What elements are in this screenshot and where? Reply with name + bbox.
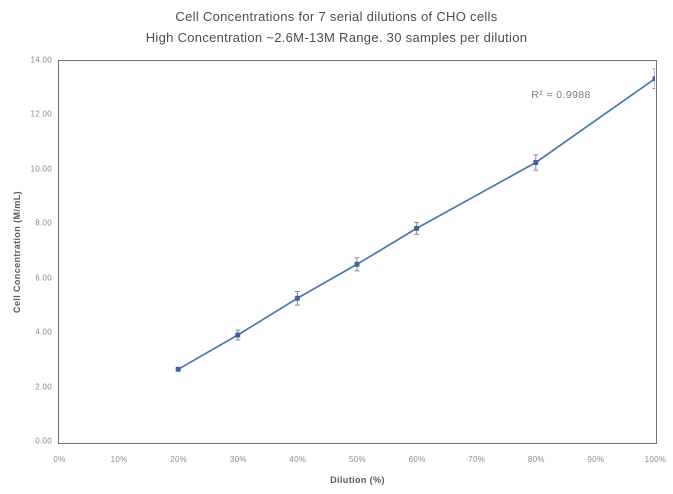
error-bars <box>175 68 655 372</box>
chart-title: Cell Concentrations for 7 serial dilutio… <box>175 9 498 24</box>
chart-subtitle: High Concentration ~2.6M-13M Range. 30 s… <box>145 30 528 45</box>
data-point-markers <box>175 76 655 372</box>
x-tick-label: 30% <box>229 455 247 464</box>
x-tick-label: 50% <box>349 455 366 464</box>
data-point <box>652 76 655 82</box>
data-point <box>414 225 420 231</box>
y-axis-title: Cell Concentration (M/mL) <box>12 191 22 313</box>
y-tick-label: 4.00 <box>35 327 52 337</box>
x-axis-title: Dilution (%) <box>330 475 385 485</box>
data-point <box>175 366 181 372</box>
data-series-svg <box>175 68 655 372</box>
y-tick-label: 12.00 <box>30 109 52 119</box>
y-tick-label: 2.00 <box>35 382 52 392</box>
x-tick-label: 90% <box>587 455 605 464</box>
x-tick-label: 60% <box>408 455 426 464</box>
y-tick-label: 6.00 <box>35 273 52 283</box>
x-tick-label: 0% <box>53 455 66 464</box>
x-tick-label: 10% <box>110 455 128 464</box>
r-squared-annotation: R² = 0.9988 <box>531 89 591 101</box>
plot-area: R² = 0.9988 <box>58 60 657 444</box>
x-tick-label: 80% <box>527 455 545 464</box>
y-tick-label: 10.00 <box>30 164 52 174</box>
x-tick-label: 100% <box>644 455 667 464</box>
data-point <box>533 160 539 165</box>
data-point <box>354 261 360 267</box>
x-tick-label: 40% <box>289 455 307 464</box>
y-tick-label: 14.00 <box>30 55 52 65</box>
y-tick-label: 0.00 <box>35 436 52 446</box>
data-point <box>235 332 241 338</box>
x-tick-label: 70% <box>468 455 486 464</box>
data-point <box>294 295 300 301</box>
y-tick-label: 8.00 <box>35 218 52 228</box>
x-tick-label: 20% <box>170 455 188 464</box>
